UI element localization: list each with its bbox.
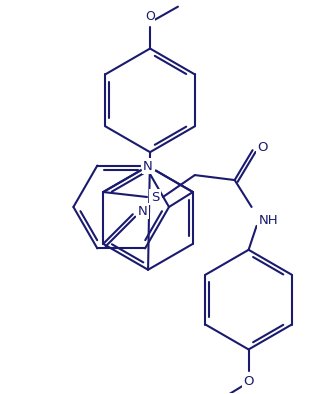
Text: N: N bbox=[143, 160, 153, 173]
Text: N: N bbox=[138, 205, 148, 218]
Text: O: O bbox=[243, 375, 254, 388]
Text: S: S bbox=[151, 191, 159, 203]
Text: O: O bbox=[145, 9, 155, 22]
Text: O: O bbox=[258, 141, 268, 154]
Text: NH: NH bbox=[259, 214, 278, 227]
